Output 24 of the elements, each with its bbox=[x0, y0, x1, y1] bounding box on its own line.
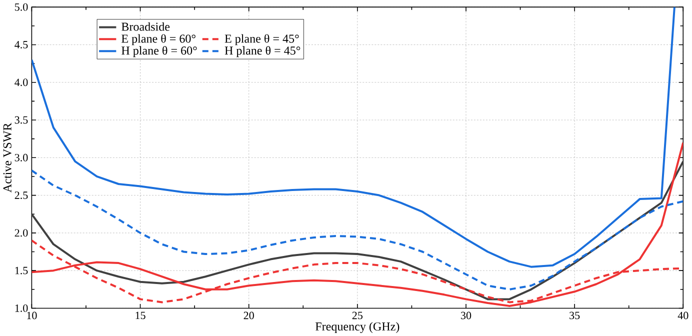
line-series bbox=[32, 6, 676, 268]
legend-label: H plane θ = 60° bbox=[122, 46, 197, 57]
y-tick-label: 5.0 bbox=[15, 3, 28, 11]
y-tick-label: 2.0 bbox=[14, 229, 28, 236]
legend-label: H plane θ = 45° bbox=[224, 46, 300, 57]
y-tick-label: 4.5 bbox=[14, 40, 28, 48]
x-tick-label: 30 bbox=[461, 312, 472, 320]
y-axis-title: Active VSWR bbox=[3, 122, 12, 192]
y-tick-label: 3.0 bbox=[14, 154, 28, 162]
y-tick-label: 3.5 bbox=[14, 116, 28, 124]
x-tick-label: 15 bbox=[136, 312, 146, 319]
x-tick-label: 25 bbox=[352, 312, 363, 319]
y-tick-label: 1.0 bbox=[15, 304, 28, 312]
legend-label: Broadside bbox=[122, 22, 170, 31]
x-tick-label: 40 bbox=[678, 312, 688, 320]
y-tick-label: 2.5 bbox=[14, 191, 28, 199]
x-tick-label: 35 bbox=[570, 312, 580, 319]
legend-label: E plane θ = 45° bbox=[224, 34, 299, 45]
x-tick-label: 20 bbox=[244, 312, 254, 320]
x-axis-title: Frequency (GHz) bbox=[316, 322, 400, 333]
x-tick-label: 10 bbox=[27, 312, 37, 320]
legend-label: E plane θ = 60° bbox=[122, 34, 196, 45]
y-tick-label: 4.0 bbox=[14, 78, 28, 86]
y-tick-label: 1.5 bbox=[15, 266, 28, 274]
